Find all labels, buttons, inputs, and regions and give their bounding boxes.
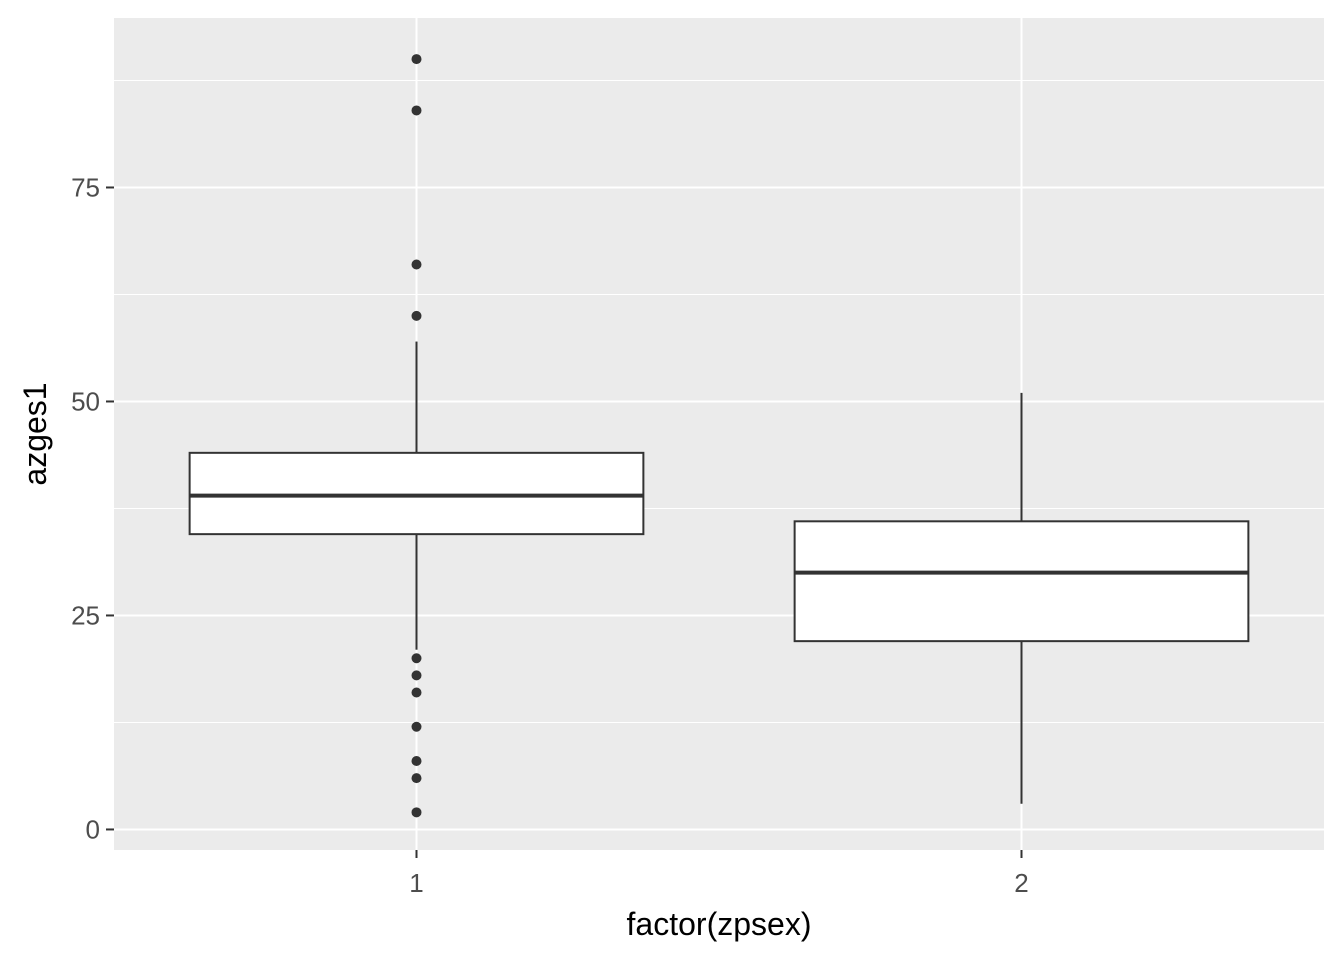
outlier-point <box>411 755 422 766</box>
outlier-point <box>411 670 422 681</box>
box-iqr <box>188 451 645 536</box>
x-tick-label: 1 <box>409 868 423 898</box>
outlier-point <box>411 773 422 784</box>
box-group-2 <box>793 392 1250 804</box>
outlier-point <box>411 54 422 65</box>
outlier-point <box>411 310 422 321</box>
box-group-1 <box>188 54 645 818</box>
y-tick-label: 75 <box>71 172 100 202</box>
x-axis-title: factor(zpsex) <box>627 906 812 942</box>
outlier-point <box>411 105 422 116</box>
box-iqr <box>793 520 1250 643</box>
x-tick-label: 2 <box>1014 868 1028 898</box>
plot-panel <box>114 18 1324 850</box>
y-tick-label: 50 <box>71 386 100 416</box>
y-tick-label: 25 <box>71 600 100 630</box>
outlier-point <box>411 807 422 818</box>
outlier-point <box>411 653 422 664</box>
y-axis: 0 25 50 75 <box>71 172 114 844</box>
outlier-point <box>411 259 422 270</box>
box-series <box>188 54 1250 818</box>
y-tick-label: 0 <box>86 814 100 844</box>
outlier-point <box>411 687 422 698</box>
outlier-point <box>411 721 422 732</box>
y-axis-title: azges1 <box>17 382 53 485</box>
